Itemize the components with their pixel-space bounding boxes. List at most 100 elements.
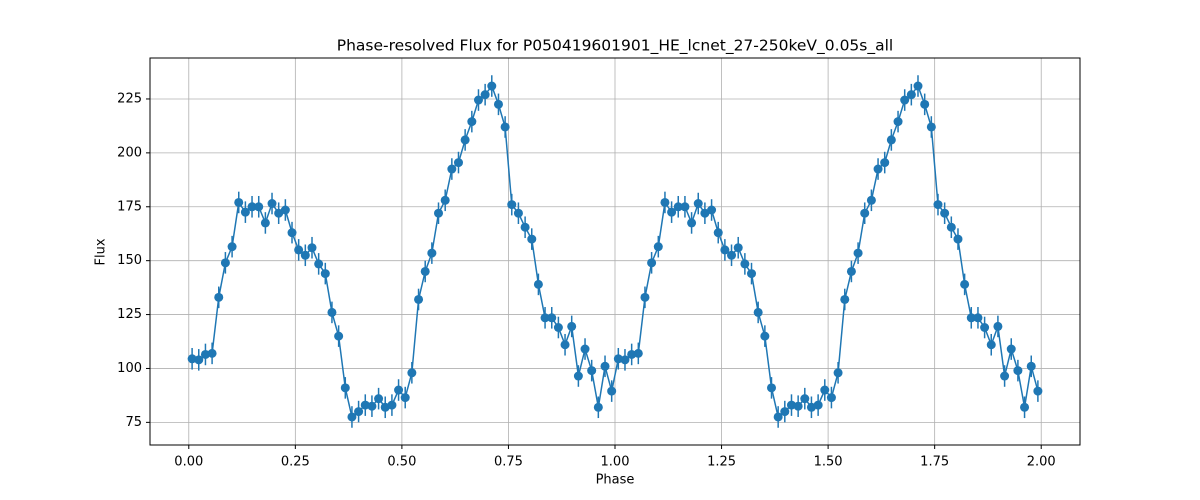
data-point xyxy=(407,368,417,378)
data-point xyxy=(820,385,830,395)
x-tick-label: 0.50 xyxy=(387,455,416,470)
y-tick-label: 100 xyxy=(117,361,142,376)
data-point xyxy=(926,122,936,132)
data-point xyxy=(860,208,870,218)
data-point xyxy=(560,340,570,350)
data-point xyxy=(667,207,677,217)
x-tick-label: 0.00 xyxy=(174,455,203,470)
data-point xyxy=(447,164,457,174)
data-point xyxy=(274,208,284,218)
data-point xyxy=(613,354,623,364)
data-point xyxy=(833,368,843,378)
x-tick-label: 1.00 xyxy=(601,455,630,470)
y-tick-label: 125 xyxy=(117,307,142,322)
data-point xyxy=(500,122,510,132)
data-point xyxy=(520,222,530,232)
data-point xyxy=(793,401,803,411)
data-point xyxy=(260,218,270,228)
data-point xyxy=(414,294,424,304)
data-point xyxy=(1000,371,1010,381)
data-point xyxy=(753,307,763,317)
data-point xyxy=(713,228,723,238)
data-point xyxy=(1006,344,1016,354)
data-point xyxy=(633,348,643,358)
data-point xyxy=(387,400,397,410)
data-point xyxy=(740,259,750,269)
data-point xyxy=(354,407,364,417)
data-point xyxy=(906,90,916,100)
data-point xyxy=(960,279,970,289)
data-point xyxy=(687,218,697,228)
y-tick-label: 175 xyxy=(117,199,142,214)
data-point xyxy=(580,344,590,354)
data-point xyxy=(620,355,630,365)
data-point xyxy=(973,313,983,323)
data-point xyxy=(187,354,197,364)
data-point xyxy=(853,248,863,258)
data-point xyxy=(300,250,310,260)
data-point xyxy=(673,202,683,212)
data-point xyxy=(647,258,657,268)
data-point xyxy=(893,117,903,127)
data-point xyxy=(280,205,290,215)
y-tick-label: 200 xyxy=(117,145,142,160)
x-axis-label: Phase xyxy=(596,473,635,488)
data-point xyxy=(234,197,244,207)
data-point xyxy=(487,81,497,91)
data-point xyxy=(493,99,503,109)
data-point xyxy=(980,322,990,332)
data-point xyxy=(747,269,757,279)
data-point xyxy=(553,322,563,332)
data-point xyxy=(207,348,217,358)
y-axis-label: Flux xyxy=(94,238,109,265)
data-point xyxy=(394,385,404,395)
data-point xyxy=(946,222,956,232)
data-point xyxy=(600,361,610,371)
data-point xyxy=(374,394,384,404)
data-point xyxy=(434,208,444,218)
data-point xyxy=(1033,386,1043,396)
data-point xyxy=(707,205,717,215)
y-tick-label: 225 xyxy=(117,91,142,106)
x-tick-label: 1.25 xyxy=(707,455,736,470)
data-point xyxy=(900,95,910,105)
data-point xyxy=(227,242,237,252)
data-point xyxy=(986,340,996,350)
data-point xyxy=(760,331,770,341)
data-point xyxy=(920,99,930,109)
data-point xyxy=(314,259,324,269)
data-point xyxy=(254,202,264,212)
data-point xyxy=(880,158,890,168)
data-point xyxy=(913,81,923,91)
data-point xyxy=(214,292,224,302)
data-point xyxy=(360,400,370,410)
data-point xyxy=(220,258,230,268)
data-point xyxy=(307,243,317,253)
data-point xyxy=(607,386,617,396)
data-point xyxy=(993,321,1003,331)
data-point xyxy=(840,294,850,304)
data-point xyxy=(267,199,277,209)
data-point xyxy=(940,208,950,218)
data-point xyxy=(873,164,883,174)
data-point xyxy=(933,200,943,210)
data-point xyxy=(587,366,597,376)
data-point xyxy=(547,313,557,323)
data-point xyxy=(700,208,710,218)
data-point xyxy=(786,400,796,410)
y-tick-label: 150 xyxy=(117,253,142,268)
data-point xyxy=(966,313,976,323)
data-point xyxy=(767,383,777,393)
data-point xyxy=(200,349,210,359)
data-point xyxy=(1020,402,1030,412)
x-tick-label: 0.25 xyxy=(281,455,310,470)
data-point xyxy=(733,243,743,253)
data-point xyxy=(653,242,663,252)
data-point xyxy=(693,199,703,209)
data-point xyxy=(427,248,437,258)
data-point xyxy=(347,412,357,422)
data-point xyxy=(287,228,297,238)
data-point xyxy=(533,279,543,289)
data-point xyxy=(327,307,337,317)
